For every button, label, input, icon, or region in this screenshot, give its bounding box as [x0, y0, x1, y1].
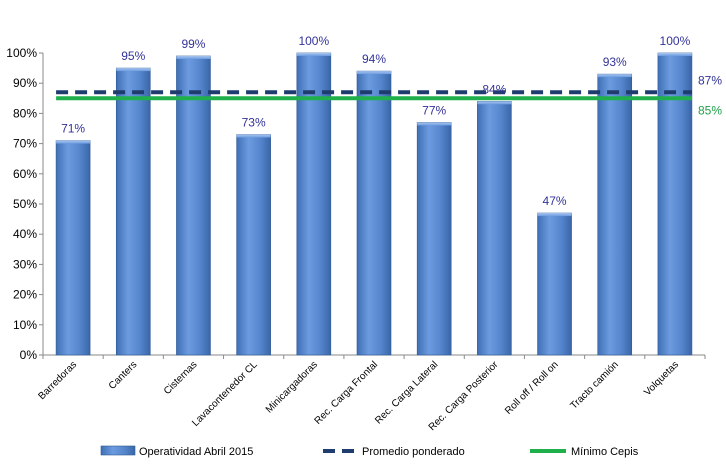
bar-minicargadoras: [296, 52, 332, 356]
legend-swatch-bar: [100, 445, 136, 456]
y-tick-label: 30%: [13, 257, 37, 271]
bar-value-label: 95%: [121, 49, 145, 63]
y-tick-label: 10%: [13, 318, 37, 332]
x-tick-label: Rec. Carga Posterior: [427, 359, 501, 433]
bar-cisternas: [176, 55, 211, 356]
bar-value-label: 94%: [362, 52, 386, 66]
x-tick-label: Barredoras: [36, 359, 79, 402]
bar-cap: [537, 213, 572, 217]
bar-value-label: 47%: [543, 194, 567, 208]
bar-cap: [657, 53, 692, 56]
bar-value-label: 100%: [660, 34, 691, 48]
x-tick-label: Roll off / Roll on: [503, 359, 561, 417]
x-tick-label: Rec. Carga Frontal: [313, 359, 381, 427]
y-tick-label: 20%: [13, 288, 37, 302]
x-tick-label: Rec. Carga Lateral: [373, 359, 440, 426]
y-tick-label: 100%: [6, 46, 37, 60]
y-tick-label: 70%: [13, 137, 37, 151]
bar-value-label: 73%: [242, 116, 266, 130]
bar-value-label: 71%: [61, 122, 85, 136]
legend-label: Promedio ponderado: [362, 446, 465, 458]
bar-canters: [115, 67, 151, 356]
bar-value-label: 100%: [298, 34, 329, 48]
data-labels: 71% 95% 99% 73% 100% 94% 77% 84% 47% 93% 100%: [61, 34, 691, 208]
x-tick-label: Canters: [107, 359, 140, 392]
reference-lines: 87% 85%: [56, 73, 722, 117]
bar-cap: [296, 53, 331, 56]
bar-cap: [477, 101, 512, 105]
bar-rec-carga-frontal: [356, 70, 392, 356]
bar-cap: [236, 134, 271, 138]
bar-value-label: 99%: [181, 37, 205, 51]
y-tick-label: 80%: [13, 106, 37, 120]
legend: Operatividad Abril 2015 Promedio ponderad…: [100, 445, 639, 458]
x-tick-label: Minicargadoras: [264, 359, 320, 415]
bar-roll-off-roll-on: [537, 212, 572, 356]
y-tick-label: 50%: [13, 197, 37, 211]
x-tick-label: Cisternas: [162, 359, 200, 397]
bar-lavacontenedor-cl: [236, 134, 271, 356]
y-tick-label: 40%: [13, 227, 37, 241]
bar-volquetas: [657, 52, 693, 356]
bar-rec-carga-posterior: [477, 101, 512, 356]
bar-value-label: 93%: [603, 55, 627, 69]
x-tick-label: Lavacontenedor CL: [190, 359, 260, 429]
bar-cap: [597, 74, 632, 78]
bar-cap: [357, 71, 391, 75]
y-tick-label: 0%: [20, 348, 38, 362]
bars: [55, 52, 693, 356]
reference-line-label: 85%: [698, 103, 722, 117]
bar-cap: [417, 122, 452, 126]
x-tick-label: Tracto camión: [569, 359, 621, 411]
bar-cap: [116, 68, 151, 72]
x-tick-label: Volquetas: [642, 359, 681, 398]
bar-cap: [176, 56, 211, 60]
bar-cap: [56, 140, 91, 144]
bar-tracto-cami-n: [597, 73, 633, 356]
y-tick-label: 90%: [13, 76, 37, 90]
legend-label: Operatividad Abril 2015: [139, 446, 253, 458]
legend-label: Mínimo Cepis: [571, 446, 639, 458]
bar-rec-carga-lateral: [416, 122, 452, 356]
bar-value-label: 84%: [482, 82, 506, 96]
reference-line-label: 87%: [698, 73, 722, 87]
bar-value-label: 77%: [422, 103, 446, 117]
y-tick-label: 60%: [13, 167, 37, 181]
bar-barredoras: [55, 140, 91, 356]
